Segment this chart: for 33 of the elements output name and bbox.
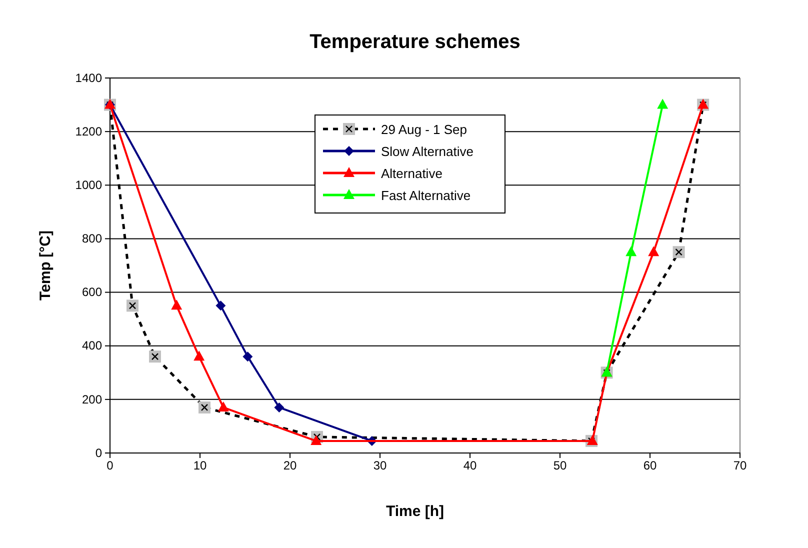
legend-label: Fast Alternative: [381, 188, 471, 203]
point: [171, 300, 182, 310]
legend-label: Alternative: [381, 166, 442, 181]
x-axis-title: Time [h]: [386, 503, 444, 520]
x-tick-label: 0: [106, 458, 114, 473]
point: [194, 350, 205, 361]
point: [242, 352, 253, 362]
x-tick-label: 10: [193, 458, 207, 473]
x-tick-label: 20: [283, 458, 297, 473]
y-tick-label: 1400: [75, 70, 102, 85]
legend-label: 29 Aug - 1 Sep: [381, 122, 468, 137]
x-tick-label: 30: [373, 458, 387, 473]
y-tick-label: 400: [82, 338, 102, 353]
point: [310, 434, 322, 445]
point: [648, 246, 660, 256]
chart-title: Temperature schemes: [310, 31, 520, 53]
x-tick-label: 50: [553, 458, 567, 473]
y-tick-label: 800: [82, 232, 102, 246]
y-tick-label: 200: [82, 392, 102, 406]
point: [218, 401, 229, 412]
y-tick-label: 1200: [75, 124, 102, 138]
point: [216, 300, 226, 311]
x-tick-label: 70: [733, 458, 747, 473]
legend-label: Slow Alternative: [381, 144, 474, 159]
point: [657, 98, 668, 109]
x-tick-label: 40: [463, 458, 477, 473]
point: [274, 402, 284, 412]
y-tick-label: 1000: [75, 178, 102, 192]
y-axis-title: Temp [°C]: [37, 230, 54, 300]
y-tick-label: 0: [95, 446, 102, 460]
y-tick-label: 600: [82, 285, 102, 300]
x-tick-label: 60: [643, 458, 657, 473]
point: [626, 246, 637, 256]
